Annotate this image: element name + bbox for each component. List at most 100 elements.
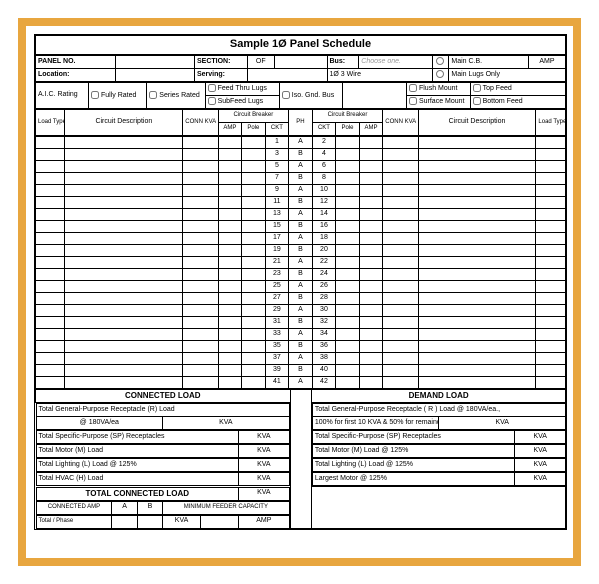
grid-cell[interactable] <box>183 233 218 245</box>
grid-cell[interactable] <box>183 305 218 317</box>
grid-cell[interactable] <box>536 149 566 161</box>
grid-cell[interactable] <box>418 149 536 161</box>
grid-cell[interactable] <box>36 281 65 293</box>
grid-cell[interactable] <box>218 317 242 329</box>
grid-cell[interactable] <box>383 329 418 341</box>
grid-cell[interactable] <box>36 173 65 185</box>
grid-cell[interactable] <box>218 161 242 173</box>
grid-cell[interactable] <box>65 137 183 149</box>
bus-value[interactable]: Choose one. <box>359 56 433 69</box>
grid-cell[interactable] <box>183 365 218 377</box>
grid-cell[interactable] <box>218 257 242 269</box>
grid-cell[interactable] <box>336 209 360 221</box>
grid-cell[interactable] <box>383 245 418 257</box>
grid-cell[interactable] <box>218 353 242 365</box>
grid-cell[interactable] <box>242 173 266 185</box>
grid-cell[interactable] <box>36 245 65 257</box>
grid-cell[interactable] <box>36 365 65 377</box>
grid-cell[interactable] <box>65 353 183 365</box>
grid-cell[interactable] <box>65 317 183 329</box>
grid-cell[interactable] <box>218 245 242 257</box>
grid-cell[interactable] <box>536 209 566 221</box>
surface-mount[interactable]: Surface Mount <box>406 96 470 109</box>
grid-cell[interactable] <box>536 257 566 269</box>
grid-cell[interactable] <box>359 137 383 149</box>
grid-cell[interactable] <box>65 173 183 185</box>
grid-cell[interactable] <box>65 305 183 317</box>
grid-cell[interactable] <box>359 257 383 269</box>
subfeed[interactable]: SubFeed Lugs <box>205 96 279 109</box>
grid-cell[interactable] <box>242 353 266 365</box>
grid-cell[interactable] <box>218 341 242 353</box>
grid-cell[interactable] <box>536 341 566 353</box>
grid-cell[interactable] <box>383 221 418 233</box>
feed-thru[interactable]: Feed Thru Lugs <box>205 83 279 96</box>
grid-cell[interactable] <box>65 293 183 305</box>
grid-cell[interactable] <box>36 305 65 317</box>
grid-cell[interactable] <box>36 221 65 233</box>
grid-cell[interactable] <box>242 197 266 209</box>
grid-cell[interactable] <box>65 149 183 161</box>
bottom-feed[interactable]: Bottom Feed <box>470 96 565 109</box>
grid-cell[interactable] <box>336 221 360 233</box>
grid-cell[interactable] <box>218 281 242 293</box>
grid-cell[interactable] <box>65 341 183 353</box>
grid-cell[interactable] <box>383 305 418 317</box>
grid-cell[interactable] <box>536 305 566 317</box>
grid-cell[interactable] <box>536 161 566 173</box>
grid-cell[interactable] <box>36 137 65 149</box>
grid-cell[interactable] <box>336 293 360 305</box>
grid-cell[interactable] <box>536 281 566 293</box>
grid-cell[interactable] <box>242 161 266 173</box>
grid-cell[interactable] <box>183 185 218 197</box>
grid-cell[interactable] <box>383 293 418 305</box>
grid-cell[interactable] <box>242 149 266 161</box>
grid-cell[interactable] <box>336 269 360 281</box>
grid-cell[interactable] <box>359 365 383 377</box>
grid-cell[interactable] <box>383 161 418 173</box>
grid-cell[interactable] <box>336 257 360 269</box>
grid-cell[interactable] <box>36 149 65 161</box>
grid-cell[interactable] <box>242 317 266 329</box>
grid-cell[interactable] <box>242 329 266 341</box>
grid-cell[interactable] <box>183 173 218 185</box>
grid-cell[interactable] <box>242 245 266 257</box>
grid-cell[interactable] <box>383 209 418 221</box>
grid-cell[interactable] <box>418 341 536 353</box>
grid-cell[interactable] <box>242 137 266 149</box>
grid-cell[interactable] <box>383 233 418 245</box>
grid-cell[interactable] <box>36 161 65 173</box>
grid-cell[interactable] <box>336 233 360 245</box>
grid-cell[interactable] <box>183 161 218 173</box>
grid-cell[interactable] <box>336 245 360 257</box>
grid-cell[interactable] <box>536 329 566 341</box>
grid-cell[interactable] <box>36 233 65 245</box>
grid-cell[interactable] <box>218 293 242 305</box>
grid-cell[interactable] <box>183 377 218 389</box>
grid-cell[interactable] <box>218 269 242 281</box>
grid-cell[interactable] <box>418 245 536 257</box>
grid-cell[interactable] <box>36 185 65 197</box>
grid-cell[interactable] <box>242 185 266 197</box>
grid-cell[interactable] <box>418 161 536 173</box>
grid-cell[interactable] <box>183 149 218 161</box>
grid-cell[interactable] <box>383 257 418 269</box>
grid-cell[interactable] <box>418 365 536 377</box>
grid-cell[interactable] <box>336 329 360 341</box>
grid-cell[interactable] <box>65 365 183 377</box>
grid-cell[interactable] <box>336 353 360 365</box>
grid-cell[interactable] <box>418 233 536 245</box>
tp-b[interactable] <box>137 515 162 528</box>
grid-cell[interactable] <box>359 221 383 233</box>
grid-cell[interactable] <box>36 209 65 221</box>
grid-cell[interactable] <box>383 149 418 161</box>
grid-cell[interactable] <box>536 173 566 185</box>
grid-cell[interactable] <box>359 353 383 365</box>
fully-rated[interactable]: Fully Rated <box>89 83 147 109</box>
grid-cell[interactable] <box>242 365 266 377</box>
grid-cell[interactable] <box>336 281 360 293</box>
grid-cell[interactable] <box>65 221 183 233</box>
grid-cell[interactable] <box>242 221 266 233</box>
grid-cell[interactable] <box>418 281 536 293</box>
grid-cell[interactable] <box>336 365 360 377</box>
